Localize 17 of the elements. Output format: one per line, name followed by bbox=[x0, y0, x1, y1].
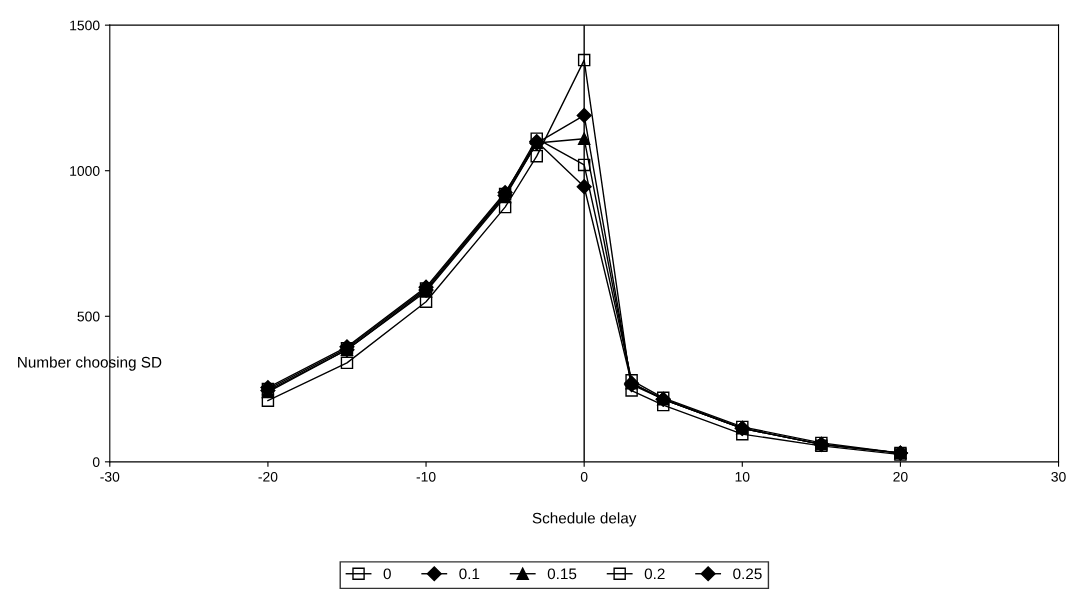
legend-label: 0 bbox=[383, 568, 391, 580]
y-tick-label: 500 bbox=[77, 311, 100, 322]
x-axis-title: Schedule delay bbox=[532, 512, 637, 527]
x-tick-label: 20 bbox=[893, 471, 908, 482]
x-tick-label: 30 bbox=[1051, 471, 1066, 482]
y-tick-label: 1000 bbox=[70, 166, 100, 176]
legend-label: 0.2 bbox=[644, 568, 665, 580]
legend-label: 0.15 bbox=[547, 568, 577, 580]
x-tick-label: 0 bbox=[580, 471, 588, 482]
legend-label: 0.1 bbox=[459, 568, 480, 580]
x-tick-label: -30 bbox=[100, 471, 120, 482]
x-tick-label: 10 bbox=[735, 471, 750, 482]
y-tick-label: 1500 bbox=[70, 20, 100, 31]
x-tick-label: -20 bbox=[258, 471, 278, 482]
legend-label: 0.25 bbox=[733, 568, 762, 580]
x-tick-label: -10 bbox=[416, 471, 436, 482]
y-tick-label: 0 bbox=[92, 457, 100, 467]
